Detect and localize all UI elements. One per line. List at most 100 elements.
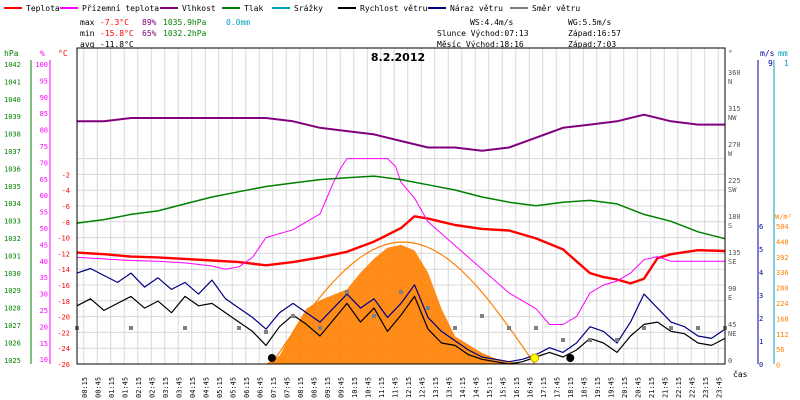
y-tick-pct: 90 [40, 94, 48, 102]
y-tick-hpa: 1028 [4, 305, 21, 313]
x-tick-label: 07:45 [283, 377, 291, 398]
y-tick-solar: 336 [776, 269, 789, 277]
y-tick-ms: 5 [759, 246, 763, 254]
y-tick-temp: -10 [57, 235, 70, 243]
y-tick-solar: 280 [776, 285, 789, 293]
x-tick-label: 18:45 [580, 377, 588, 398]
series-sm-r-v-tru-point [183, 326, 187, 330]
y-tick-pct: 100 [35, 61, 48, 69]
series-sm-r-v-tru-point [399, 290, 403, 294]
series-n-raz-v-tru [76, 267, 726, 363]
solar-radiation-area [266, 241, 536, 365]
series-lines [75, 113, 727, 365]
stat-avg-label: avg [80, 40, 95, 49]
x-tick-label: 21:15 [648, 377, 656, 398]
moonrise-marker [566, 354, 575, 362]
info-moon: Měsíc Východ:18:16 [437, 40, 524, 49]
info-block: WS:4.4m/s WG:5.5m/s Slunce Východ:07:13 … [437, 18, 621, 49]
legend: Teplota Přízemní teplota Vlhkost Tlak Srážky… [4, 4, 580, 13]
x-tick-label: 03:15 [162, 377, 170, 398]
info-moon-set: Západ:7:03 [568, 40, 616, 49]
y-tick-hpa: 1039 [4, 113, 21, 121]
stat-min-temp: -15.8°C [100, 29, 134, 38]
y-tick-pct: 75 [40, 143, 48, 151]
axes: 00:15 00:45 01:15 01:45 02:15 02:45 03:15 03:45… [4, 60, 789, 398]
y-tick-solar: 504 [776, 223, 789, 231]
series-sm-r-v-tru-point [345, 290, 349, 294]
info-sun-set: Západ:16:57 [568, 29, 621, 38]
y-tick-pct: 25 [40, 307, 48, 315]
y-tick-solar: 392 [776, 254, 789, 262]
y-tick-solar: 224 [776, 300, 789, 308]
y-tick-hpa: 1034 [4, 200, 21, 208]
x-tick-label: 03:45 [175, 377, 183, 398]
series-sm-r-v-tru-point [696, 326, 700, 330]
y-tick-pct: 35 [40, 274, 48, 282]
x-tick-label: 00:45 [94, 377, 102, 398]
y-tick-dir-name: S [728, 222, 732, 230]
x-tick-label: 22:45 [688, 377, 696, 398]
y-tick-ms: 3 [759, 292, 763, 300]
axis-unit-hpa: hPa [4, 49, 19, 58]
series-sm-r-v-tru-point [588, 338, 592, 342]
y-tick-solar: 112 [776, 331, 789, 339]
x-tick-label: 14:45 [472, 377, 480, 398]
y-tick-temp: -16 [57, 282, 70, 290]
y-tick-hpa: 1025 [4, 357, 21, 365]
x-tick-label: 20:15 [621, 377, 629, 398]
axis-ms-top: 9 [768, 59, 773, 68]
x-tick-label: 05:15 [216, 377, 224, 398]
series-sm-r-v-tru-point [669, 326, 673, 330]
y-tick-dir-name: W [728, 150, 733, 158]
series-sm-r-v-tru-point [615, 338, 619, 342]
series-sm-r-v-tru-point [453, 326, 457, 330]
x-tick-label: 04:15 [189, 377, 197, 398]
info-wg: WG:5.5m/s [568, 18, 612, 27]
x-tick-label: 05:45 [229, 377, 237, 398]
series-sm-r-v-tru-point [372, 314, 376, 318]
y-tick-dir-name: NE [728, 330, 736, 338]
y-tick-temp: -20 [57, 314, 70, 322]
stat-avg-temp: -11.8°C [100, 40, 134, 49]
legend-label: Tlak [244, 4, 263, 13]
y-tick-temp: -18 [57, 298, 70, 306]
y-tick-dir-name: N [728, 78, 732, 86]
y-tick-dir: 315 [728, 105, 741, 113]
y-tick-pct: 65 [40, 176, 48, 184]
y-tick-hpa: 1032 [4, 235, 21, 243]
x-tick-label: 14:15 [459, 377, 467, 398]
y-tick-temp: -6 [62, 203, 70, 211]
info-ws: WS:4.4m/s [470, 18, 514, 27]
y-tick-hpa: 1031 [4, 252, 21, 260]
stat-max-hum: 89% [142, 18, 157, 27]
y-tick-temp: -4 [62, 187, 70, 195]
y-tick-hpa: 1033 [4, 218, 21, 226]
x-tick-label: 10:15 [351, 377, 359, 398]
x-tick-label: 07:15 [270, 377, 278, 398]
y-tick-ms: 6 [759, 223, 763, 231]
y-tick-dir: 90 [728, 285, 736, 293]
y-tick-dir: 180 [728, 213, 741, 221]
series-sm-r-v-tru-point [534, 326, 538, 330]
x-tick-label: 00:15 [81, 377, 89, 398]
series-sm-r-v-tru-point [237, 326, 241, 330]
y-tick-pct: 10 [40, 356, 48, 364]
x-tick-label: 10:45 [364, 377, 372, 398]
sunset-marker [530, 353, 540, 363]
x-tick-label: 02:45 [148, 377, 156, 398]
x-tick-label: 09:15 [324, 377, 332, 398]
legend-label: Rychlost větru [360, 4, 428, 13]
x-tick-label: 16:45 [526, 377, 534, 398]
y-tick-solar: 56 [776, 346, 784, 354]
x-tick-label: 02:15 [135, 377, 143, 398]
y-tick-hpa: 1030 [4, 270, 21, 278]
y-tick-dir: 270 [728, 141, 741, 149]
axis-unit-ms: m/s [760, 49, 775, 58]
series-vlhkost [77, 113, 725, 152]
y-tick-temp: -24 [57, 345, 70, 353]
axis-unit-dir: ° [728, 49, 733, 58]
x-tick-label: 09:45 [337, 377, 345, 398]
series-p-zemn-teplota [76, 158, 725, 325]
